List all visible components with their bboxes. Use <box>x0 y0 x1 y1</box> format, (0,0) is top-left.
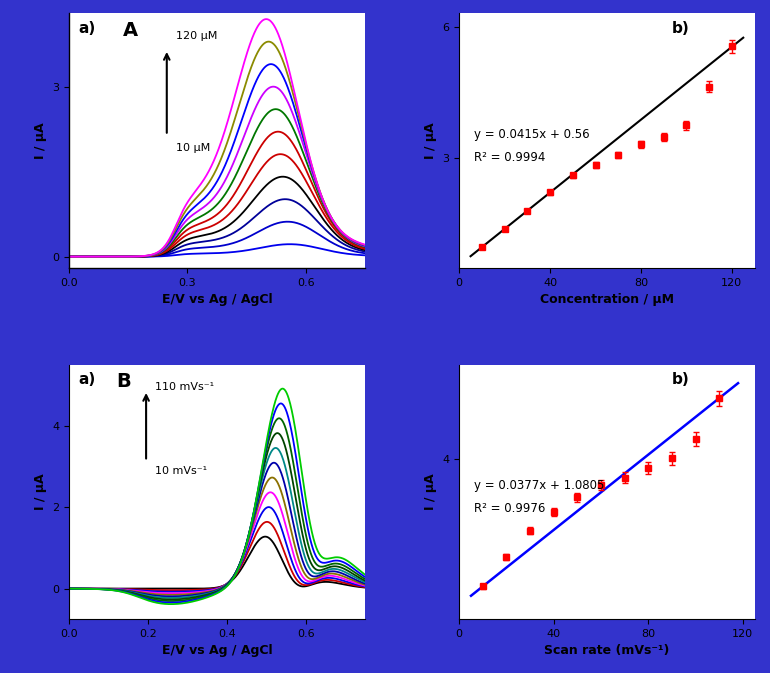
Text: 10 μM: 10 μM <box>176 143 210 153</box>
Text: B: B <box>116 372 132 391</box>
Y-axis label: I / μA: I / μA <box>34 122 47 159</box>
X-axis label: Concentration / μM: Concentration / μM <box>540 293 674 306</box>
Text: 10 mVs⁻¹: 10 mVs⁻¹ <box>155 466 207 476</box>
Text: y = 0.0377x + 1.0805: y = 0.0377x + 1.0805 <box>474 479 604 492</box>
Text: R² = 0.9976: R² = 0.9976 <box>474 502 545 515</box>
Y-axis label: I / μA: I / μA <box>424 474 437 510</box>
X-axis label: Scan rate (mVs⁻¹): Scan rate (mVs⁻¹) <box>544 645 670 658</box>
X-axis label: E/V vs Ag / AgCl: E/V vs Ag / AgCl <box>162 293 273 306</box>
Text: b): b) <box>672 21 690 36</box>
Y-axis label: I / μA: I / μA <box>34 474 47 510</box>
Text: R² = 0.9994: R² = 0.9994 <box>474 151 545 164</box>
Text: 120 μM: 120 μM <box>176 31 217 41</box>
Text: a): a) <box>79 372 95 387</box>
Text: A: A <box>122 21 138 40</box>
X-axis label: E/V vs Ag / AgCl: E/V vs Ag / AgCl <box>162 645 273 658</box>
Text: a): a) <box>79 21 95 36</box>
Y-axis label: I / μA: I / μA <box>424 122 437 159</box>
Text: 110 mVs⁻¹: 110 mVs⁻¹ <box>155 382 214 392</box>
Text: y = 0.0415x + 0.56: y = 0.0415x + 0.56 <box>474 128 590 141</box>
Text: b): b) <box>672 372 690 387</box>
